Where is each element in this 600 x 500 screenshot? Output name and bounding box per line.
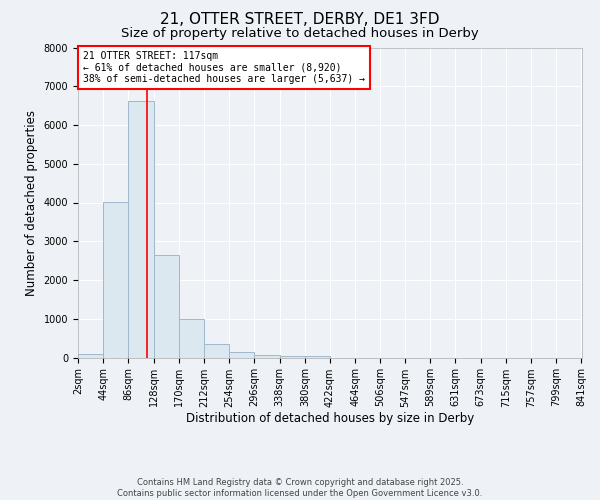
Bar	[179, 319, 204, 358]
Text: 21, OTTER STREET, DERBY, DE1 3FD: 21, OTTER STREET, DERBY, DE1 3FD	[160, 12, 440, 28]
X-axis label: Distribution of detached houses by size in Derby: Distribution of detached houses by size …	[186, 412, 474, 426]
Bar	[280, 356, 305, 358]
Bar	[254, 354, 280, 358]
Bar	[78, 354, 103, 358]
Text: Size of property relative to detached houses in Derby: Size of property relative to detached ho…	[121, 28, 479, 40]
Bar	[103, 202, 128, 358]
Bar	[204, 344, 229, 358]
Text: Contains HM Land Registry data © Crown copyright and database right 2025.
Contai: Contains HM Land Registry data © Crown c…	[118, 478, 482, 498]
Bar	[305, 356, 330, 358]
Bar	[154, 255, 179, 358]
Bar	[128, 101, 154, 357]
Y-axis label: Number of detached properties: Number of detached properties	[25, 110, 38, 296]
Bar	[229, 352, 254, 358]
Text: 21 OTTER STREET: 117sqm
← 61% of detached houses are smaller (8,920)
38% of semi: 21 OTTER STREET: 117sqm ← 61% of detache…	[83, 50, 365, 84]
